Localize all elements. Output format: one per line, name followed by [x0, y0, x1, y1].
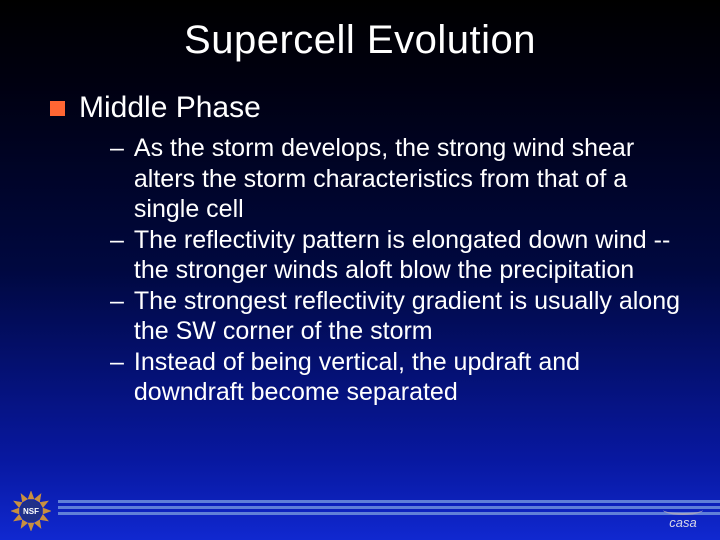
- bullet-item: – Instead of being vertical, the updraft…: [110, 347, 680, 408]
- slide-container: Supercell Evolution Middle Phase – As th…: [0, 0, 720, 540]
- dash-icon: –: [110, 347, 124, 408]
- bullet-item: – The reflectivity pattern is elongated …: [110, 225, 680, 286]
- bullet-text: Instead of being vertical, the updraft a…: [134, 347, 680, 408]
- svg-text:NSF: NSF: [23, 507, 39, 516]
- heading-row: Middle Phase: [50, 91, 680, 125]
- section-heading: Middle Phase: [79, 91, 261, 125]
- dash-icon: –: [110, 133, 124, 225]
- dash-icon: –: [110, 286, 124, 347]
- bullet-text: As the storm develops, the strong wind s…: [134, 133, 680, 225]
- decorative-line: [58, 500, 720, 503]
- bullet-item: – As the storm develops, the strong wind…: [110, 133, 680, 225]
- content-area: Middle Phase – As the storm develops, th…: [0, 63, 720, 408]
- casa-logo-text: casa: [669, 515, 696, 530]
- bullet-item: – The strongest reflectivity gradient is…: [110, 286, 680, 347]
- nsf-logo-icon: NSF: [8, 488, 54, 534]
- footer-lines: [0, 500, 720, 520]
- decorative-line: [58, 506, 720, 509]
- bullet-list: – As the storm develops, the strong wind…: [50, 125, 680, 408]
- bullet-text: The reflectivity pattern is elongated do…: [134, 225, 680, 286]
- bullet-text: The strongest reflectivity gradient is u…: [134, 286, 680, 347]
- slide-title: Supercell Evolution: [0, 0, 720, 63]
- casa-logo-icon: casa: [654, 498, 712, 536]
- casa-swoosh-icon: [663, 505, 703, 515]
- dash-icon: –: [110, 225, 124, 286]
- square-bullet-icon: [50, 101, 65, 116]
- decorative-line: [58, 512, 720, 515]
